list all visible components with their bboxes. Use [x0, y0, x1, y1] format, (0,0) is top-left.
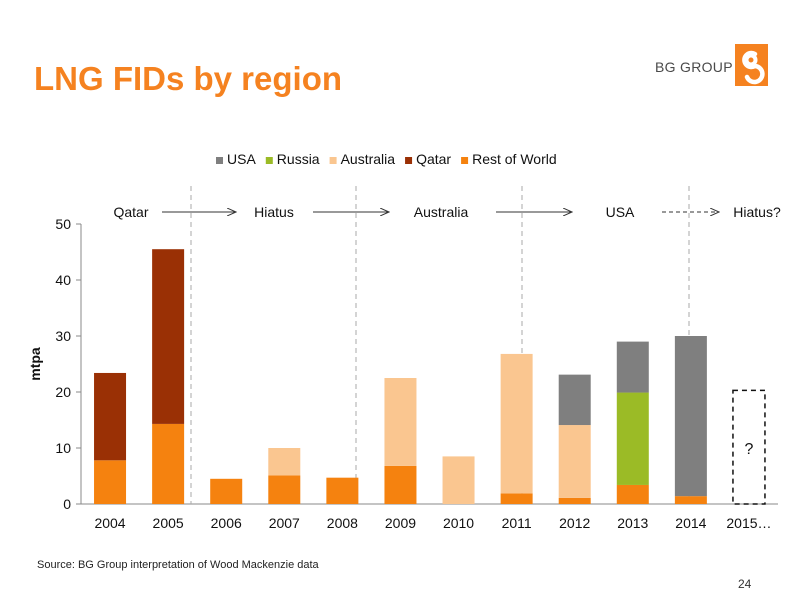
placeholder-label: ? — [745, 441, 754, 458]
bar-segment — [268, 448, 301, 476]
bar-segment — [152, 249, 185, 424]
x-tick-label: 2011 — [502, 515, 532, 531]
phase-label: Hiatus — [254, 204, 294, 220]
bar-segment — [500, 353, 533, 494]
x-tick-label: 2014 — [675, 515, 706, 531]
phase-label: Hiatus? — [733, 204, 781, 220]
x-tick-label: 2009 — [385, 515, 416, 531]
x-tick-label: 2013 — [617, 515, 648, 531]
legend-swatch — [329, 157, 337, 164]
x-tick-label: 2015… — [726, 515, 771, 531]
x-tick-label: 2004 — [94, 515, 125, 531]
page-title: LNG FIDs by region — [34, 60, 343, 97]
source-note: Source: BG Group interpretation of Wood … — [37, 559, 319, 571]
bar-segment — [384, 378, 417, 466]
phase-label: Australia — [414, 204, 469, 220]
bar-segment — [268, 475, 301, 504]
bar-segment — [442, 456, 475, 504]
bar-segment — [210, 478, 243, 504]
bar-segment — [616, 392, 649, 485]
bar-segment — [500, 493, 533, 504]
bar-segment — [384, 465, 417, 504]
bar-segment — [616, 341, 649, 393]
legend-swatch — [405, 157, 413, 164]
y-axis-title: mtpa — [27, 347, 43, 381]
bar-segment — [674, 336, 707, 497]
brand-name: BG GROUP — [655, 59, 733, 75]
y-tick-label: 20 — [55, 384, 71, 400]
y-tick-label: 30 — [55, 328, 71, 344]
page-number: 24 — [738, 577, 752, 591]
x-tick-label: 2010 — [443, 515, 474, 531]
bar-segment — [558, 374, 591, 426]
bar-segment — [94, 372, 127, 461]
y-tick-label: 0 — [63, 496, 71, 512]
x-tick-label: 2008 — [327, 515, 358, 531]
legend-label: Rest of World — [472, 151, 557, 167]
phase-label: Qatar — [113, 204, 148, 220]
x-tick-label: 2005 — [153, 515, 184, 531]
x-tick-label: 2006 — [211, 515, 242, 531]
legend-label: USA — [227, 151, 256, 167]
bg-logo-icon — [735, 44, 768, 86]
bar-segment — [616, 484, 649, 504]
x-tick-label: 2007 — [269, 515, 300, 531]
legend-label: Australia — [341, 151, 396, 167]
legend-swatch — [216, 157, 223, 164]
x-tick-label: 2012 — [559, 515, 590, 531]
placeholder-box — [732, 389, 766, 505]
y-tick-label: 40 — [55, 272, 71, 288]
legend-label: Qatar — [416, 151, 451, 167]
phase-label: USA — [606, 204, 635, 220]
bar-segment — [558, 497, 591, 504]
y-tick-label: 10 — [55, 440, 71, 456]
bar-segment — [558, 425, 591, 498]
legend-swatch — [265, 157, 273, 164]
bar-segment — [674, 496, 707, 504]
legend-label: Russia — [277, 151, 320, 167]
bar-segment — [152, 423, 185, 504]
y-tick-label: 50 — [55, 216, 71, 232]
bar-segment — [94, 460, 127, 504]
legend-swatch — [461, 157, 469, 164]
bar-segment — [326, 477, 359, 504]
